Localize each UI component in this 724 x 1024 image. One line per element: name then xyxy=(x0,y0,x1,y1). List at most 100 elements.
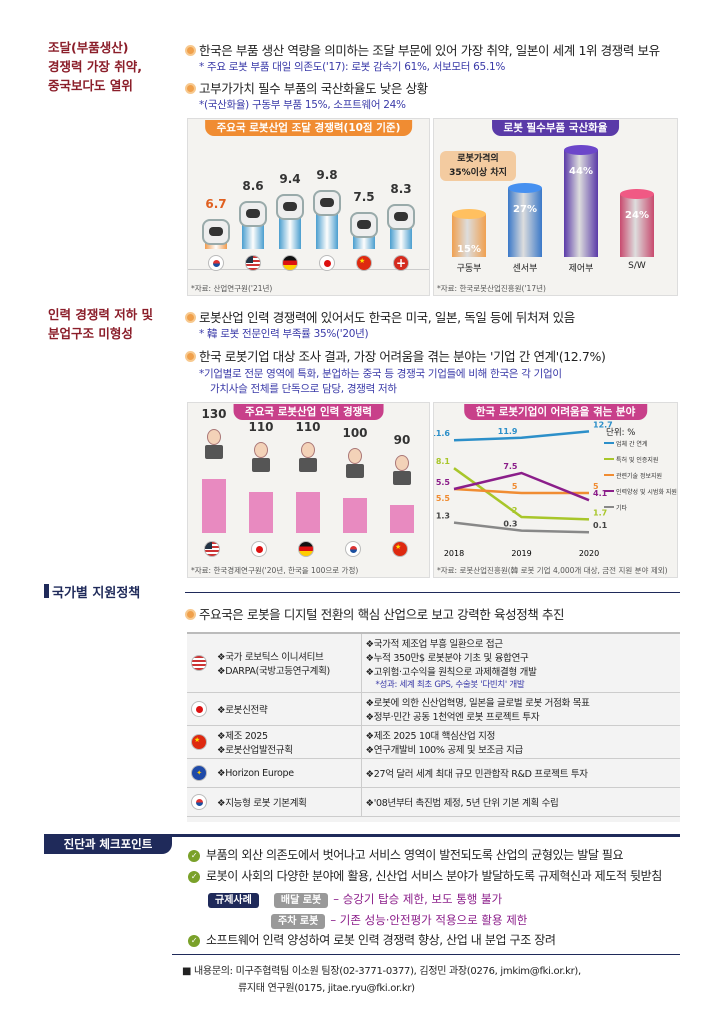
regulation-case-b: 주차 로봇 – 기존 성능·안전평가 적용으로 활용 제한 xyxy=(271,909,527,929)
bar-value-label: 100 xyxy=(342,426,368,440)
bullet-icon xyxy=(185,83,196,94)
flag-eu-icon: ✦ xyxy=(191,765,207,781)
chart-title: 주요국 로봇산업 인력 경쟁력 xyxy=(233,404,384,420)
bar-value-label: 6.7 xyxy=(205,197,227,212)
policy-detail-cell: ❖로봇에 의한 신산업혁명, 일본을 글로벌 로봇 거점화 목표 ❖정부·민간 공… xyxy=(360,692,680,726)
table-row: ❖로봇신전략 ❖로봇에 의한 신산업혁명, 일본을 글로벌 로봇 거점화 목표 ❖정… xyxy=(187,692,680,726)
series-line xyxy=(453,471,590,502)
unit-label: 단위: % xyxy=(606,428,636,438)
bar xyxy=(249,491,273,533)
flag-us-icon xyxy=(191,655,207,671)
sub-note: *(국산화율) 구동부 부품 15%, 소프트웨어 24% xyxy=(199,99,406,111)
policy-detail: ❖제조 2025 10대 핵심산업 지정 xyxy=(365,731,496,742)
bar-value-label: 130 xyxy=(201,406,227,421)
bar-cap xyxy=(508,182,542,193)
robot-icon xyxy=(387,204,415,231)
table-row: ❖지능형 로봇 기본계획 ❖'08년부터 촉진법 제정, 5년 단위 기본 계획 … xyxy=(187,787,680,817)
data-label: 1.7 xyxy=(593,508,607,517)
bar-value-label: 24% xyxy=(625,210,649,222)
policy-detail: ❖연구개발비 100% 공제 및 보조금 지급 xyxy=(365,745,524,756)
robot-icon xyxy=(202,219,230,246)
category-label: 제어부 xyxy=(568,264,594,274)
bar xyxy=(390,504,414,533)
bar xyxy=(508,187,542,257)
flag-cell: ✦ xyxy=(187,758,213,788)
policy-name: ❖제조 2025 xyxy=(217,731,268,742)
bar-value-label: 44% xyxy=(569,166,593,178)
bar xyxy=(452,214,486,257)
section-label-workforce: 인력 경쟁력 저하 및 분업구조 미형성 xyxy=(48,307,154,341)
policy-name-cell: ❖로봇신전략 xyxy=(213,692,361,726)
heading-marker xyxy=(44,584,49,598)
laptop-icon xyxy=(205,444,223,459)
divider xyxy=(185,592,680,593)
flag-kr-icon xyxy=(208,255,224,271)
policy-detail-cell: ❖국가적 제조업 부흥 일환으로 접근 ❖누적 350만$ 로봇분야 기초 및 융… xyxy=(360,634,680,693)
flag-cell xyxy=(187,634,213,693)
legend-label: 특허 및 인증지원 xyxy=(616,456,658,464)
data-label: 0.1 xyxy=(593,521,608,530)
policy-note: *성과: 세계 최초 GPS, 수술봇 '다빈치' 개발 xyxy=(375,680,525,690)
table-row: ✦ ❖Horizon Europe ❖27억 달러 세계 최대 규모 민관합작 R&… xyxy=(187,758,680,788)
policy-detail: ❖정부·민간 공동 1천억엔 로봇 프로젝트 투자 xyxy=(365,712,540,723)
flag-cn-icon: ★ xyxy=(191,734,207,750)
contact-line: 류지태 연구원(0175, jitae.ryu@fki.or.kr) xyxy=(238,983,415,994)
bullet: 고부가가치 필수 부품의 국산화율도 낮은 상황 xyxy=(185,78,428,97)
data-label: 1.3 xyxy=(436,512,450,521)
diagnosis-heading: 진단과 체크포인트 xyxy=(44,834,172,854)
data-label: 11.6 xyxy=(434,429,450,438)
bar xyxy=(564,150,598,257)
laptop-icon xyxy=(393,470,411,485)
flag-us-icon xyxy=(204,541,220,557)
data-label: 2 xyxy=(512,506,518,515)
policy-detail-cell: ❖'08년부터 촉진법 제정, 5년 단위 기본 계획 수립 xyxy=(360,787,680,817)
category-label: 센서부 xyxy=(512,264,538,274)
bar-value-label: 9.4 xyxy=(279,171,301,186)
bar xyxy=(202,478,226,533)
contact-line: ■ 내용문의: 미구주협력팀 이소원 팀장(02-3771-0377), 김정민… xyxy=(182,966,581,977)
policy-name: ❖Horizon Europe xyxy=(217,767,294,779)
bullet: 한국은 부품 생산 역량을 의미하는 조달 부문에 있어 가장 취약, 일본이 … xyxy=(185,40,660,59)
bar xyxy=(296,491,320,533)
policy-detail: ❖'08년부터 촉진법 제정, 5년 단위 기본 계획 수립 xyxy=(365,798,559,809)
data-label: 0.3 xyxy=(503,520,517,529)
chart-workforce: 주요국 로봇산업 인력 경쟁력 130 110 110 100 90 ★ *자료: 한국… xyxy=(187,402,430,578)
policy-detail: ❖27억 달러 세계 최대 규모 민관합작 R&D 프로젝트 투자 xyxy=(365,769,589,780)
person-icon xyxy=(207,428,221,445)
person-icon xyxy=(348,448,362,464)
sub-note: * 주요 로봇 부품 대일 의존도('17): 로봇 감속기 61%, 서보모터… xyxy=(199,61,506,73)
bar-cap xyxy=(620,189,654,200)
chart-source: *자료: 한국로봇산업진흥원('17년) xyxy=(437,284,546,293)
policy-name: ❖DARPA(국방고등연구계획) xyxy=(217,666,330,677)
policy-name: ❖로봇산업발전규획 xyxy=(217,745,293,756)
flag-jp-icon xyxy=(319,255,335,271)
data-label: 5 xyxy=(512,482,518,491)
policy-name: ❖국가 로보틱스 이니셔티브 xyxy=(217,652,324,663)
flag-kr-icon xyxy=(191,794,207,810)
check-item: ✓ 부품의 외산 의존도에서 벗어나고 서비스 영역이 발전되도록 산업의 균형있… xyxy=(188,846,624,863)
case-text: – 승강기 탑승 제한, 보도 통행 불가 xyxy=(333,892,503,906)
line-chart: 2018 2019 2020 11.6 11.9 12.7 업체 간 연계 8.1 2 1.7 특허… xyxy=(434,421,677,558)
laptop-icon xyxy=(252,457,270,472)
robot-icon xyxy=(239,201,267,228)
tag-parking: 주차 로봇 xyxy=(271,914,326,929)
data-label: 4.1 xyxy=(593,489,608,498)
callout: 로봇가격의 35%이상 차지 xyxy=(440,151,516,181)
bullet-icon xyxy=(185,351,196,362)
sub-note: *기업별로 전문 영역에 특화, 분업하는 중국 등 경쟁국 기업들에 비해 한… xyxy=(199,368,562,380)
series-line xyxy=(453,521,590,534)
data-label: 7.5 xyxy=(503,462,518,471)
chart-title: 로봇 필수부품 국산화율 xyxy=(491,120,620,136)
bullet-icon xyxy=(185,609,196,620)
bullet-icon xyxy=(185,312,196,323)
policy-detail: ❖국가적 제조업 부흥 일환으로 접근 xyxy=(365,639,504,650)
table-row: ❖국가 로보틱스 이니셔티브 ❖DARPA(국방고등연구계획) ❖국가적 제조업 부… xyxy=(187,634,680,693)
x-tick-label: 2020 xyxy=(579,549,599,558)
check-item: ✓ 로봇이 사회의 다양한 분야에 활용, 신산업 서비스 분야가 발달하도록 규… xyxy=(188,867,662,884)
divider xyxy=(172,834,680,837)
chart-procurement: 주요국 로봇산업 조달 경쟁력(10점 기준) 6.7 8.6 9.4 9.8 7.5 8… xyxy=(187,118,430,296)
sub-note: 가치사슬 전체를 단독으로 담당, 경쟁력 저하 xyxy=(210,383,397,395)
bar-value-label: 8.3 xyxy=(390,182,412,197)
data-label: 5.5 xyxy=(436,494,451,503)
policy-detail: ❖누적 350만$ 로봇분야 기초 및 융합연구 xyxy=(365,653,529,664)
